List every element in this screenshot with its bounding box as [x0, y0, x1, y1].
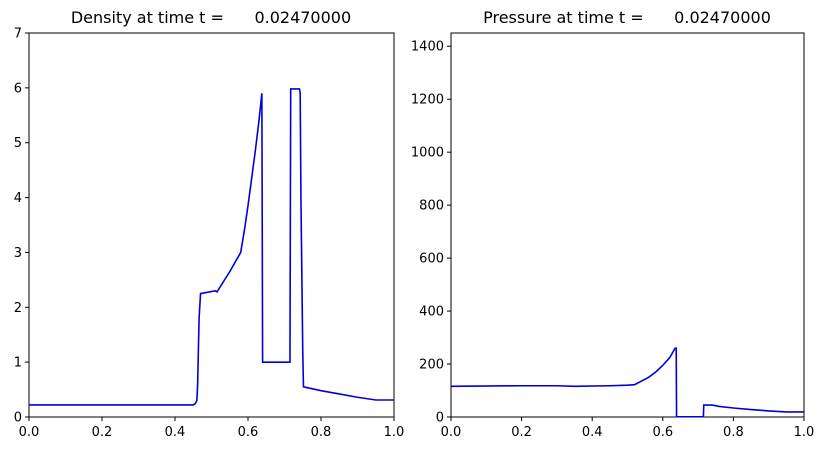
density-xtick-label: 0.0 [19, 425, 40, 440]
density-panel: Density at time t = 0.02470000 0.0 0.2 0.4… [14, 8, 405, 440]
pressure-xtick-label: 0.4 [582, 425, 603, 440]
density-plot-frame [28, 32, 395, 418]
pressure-ytick-label: 200 [419, 358, 444, 373]
density-ytick-label: 0 [14, 411, 22, 426]
pressure-ytick-label: 1400 [411, 40, 444, 55]
pressure-ytick-label: 1200 [411, 93, 444, 108]
density-xtick-label: 0.8 [311, 425, 332, 440]
pressure-plot-frame [450, 32, 805, 418]
density-ytick-label: 6 [14, 81, 22, 96]
density-ytick-label: 2 [14, 301, 22, 316]
pressure-xtick-label: 0.0 [441, 425, 462, 440]
pressure-panel: Pressure at time t = 0.02470000 0.0 0.2 0.… [411, 8, 814, 440]
density-ytick-label: 1 [14, 356, 22, 371]
pressure-ytick-label: 1000 [411, 146, 444, 161]
density-ytick-label: 7 [14, 27, 22, 42]
density-ytick-label: 5 [14, 136, 22, 151]
density-series-line [29, 88, 394, 406]
density-axis-ticks: 0.0 0.2 0.4 0.6 0.8 1.0 0 1 2 3 4 5 6 7 [14, 27, 405, 441]
density-ytick-label: 3 [14, 246, 22, 261]
pressure-ytick-label: 600 [419, 252, 444, 267]
pressure-ytick-label: 400 [419, 305, 444, 320]
density-title: Density at time t = 0.02470000 [71, 8, 351, 27]
density-xtick-label: 1.0 [384, 425, 405, 440]
pressure-series-line [450, 347, 804, 418]
pressure-xtick-label: 0.8 [723, 425, 744, 440]
pressure-axis-ticks: 0.0 0.2 0.4 0.6 0.8 1.0 0 200 400 600 800 1000 1200 1… [411, 40, 814, 440]
pressure-xtick-label: 0.2 [511, 425, 532, 440]
density-ytick-label: 4 [14, 191, 22, 206]
pressure-xtick-label: 1.0 [794, 425, 815, 440]
pressure-xtick-label: 0.6 [652, 425, 673, 440]
pressure-ytick-label: 800 [419, 199, 444, 214]
density-xtick-label: 0.2 [92, 425, 113, 440]
density-xtick-label: 0.6 [238, 425, 259, 440]
pressure-title: Pressure at time t = 0.02470000 [483, 8, 771, 27]
density-xtick-label: 0.4 [165, 425, 186, 440]
pressure-ytick-label: 0 [436, 411, 444, 426]
